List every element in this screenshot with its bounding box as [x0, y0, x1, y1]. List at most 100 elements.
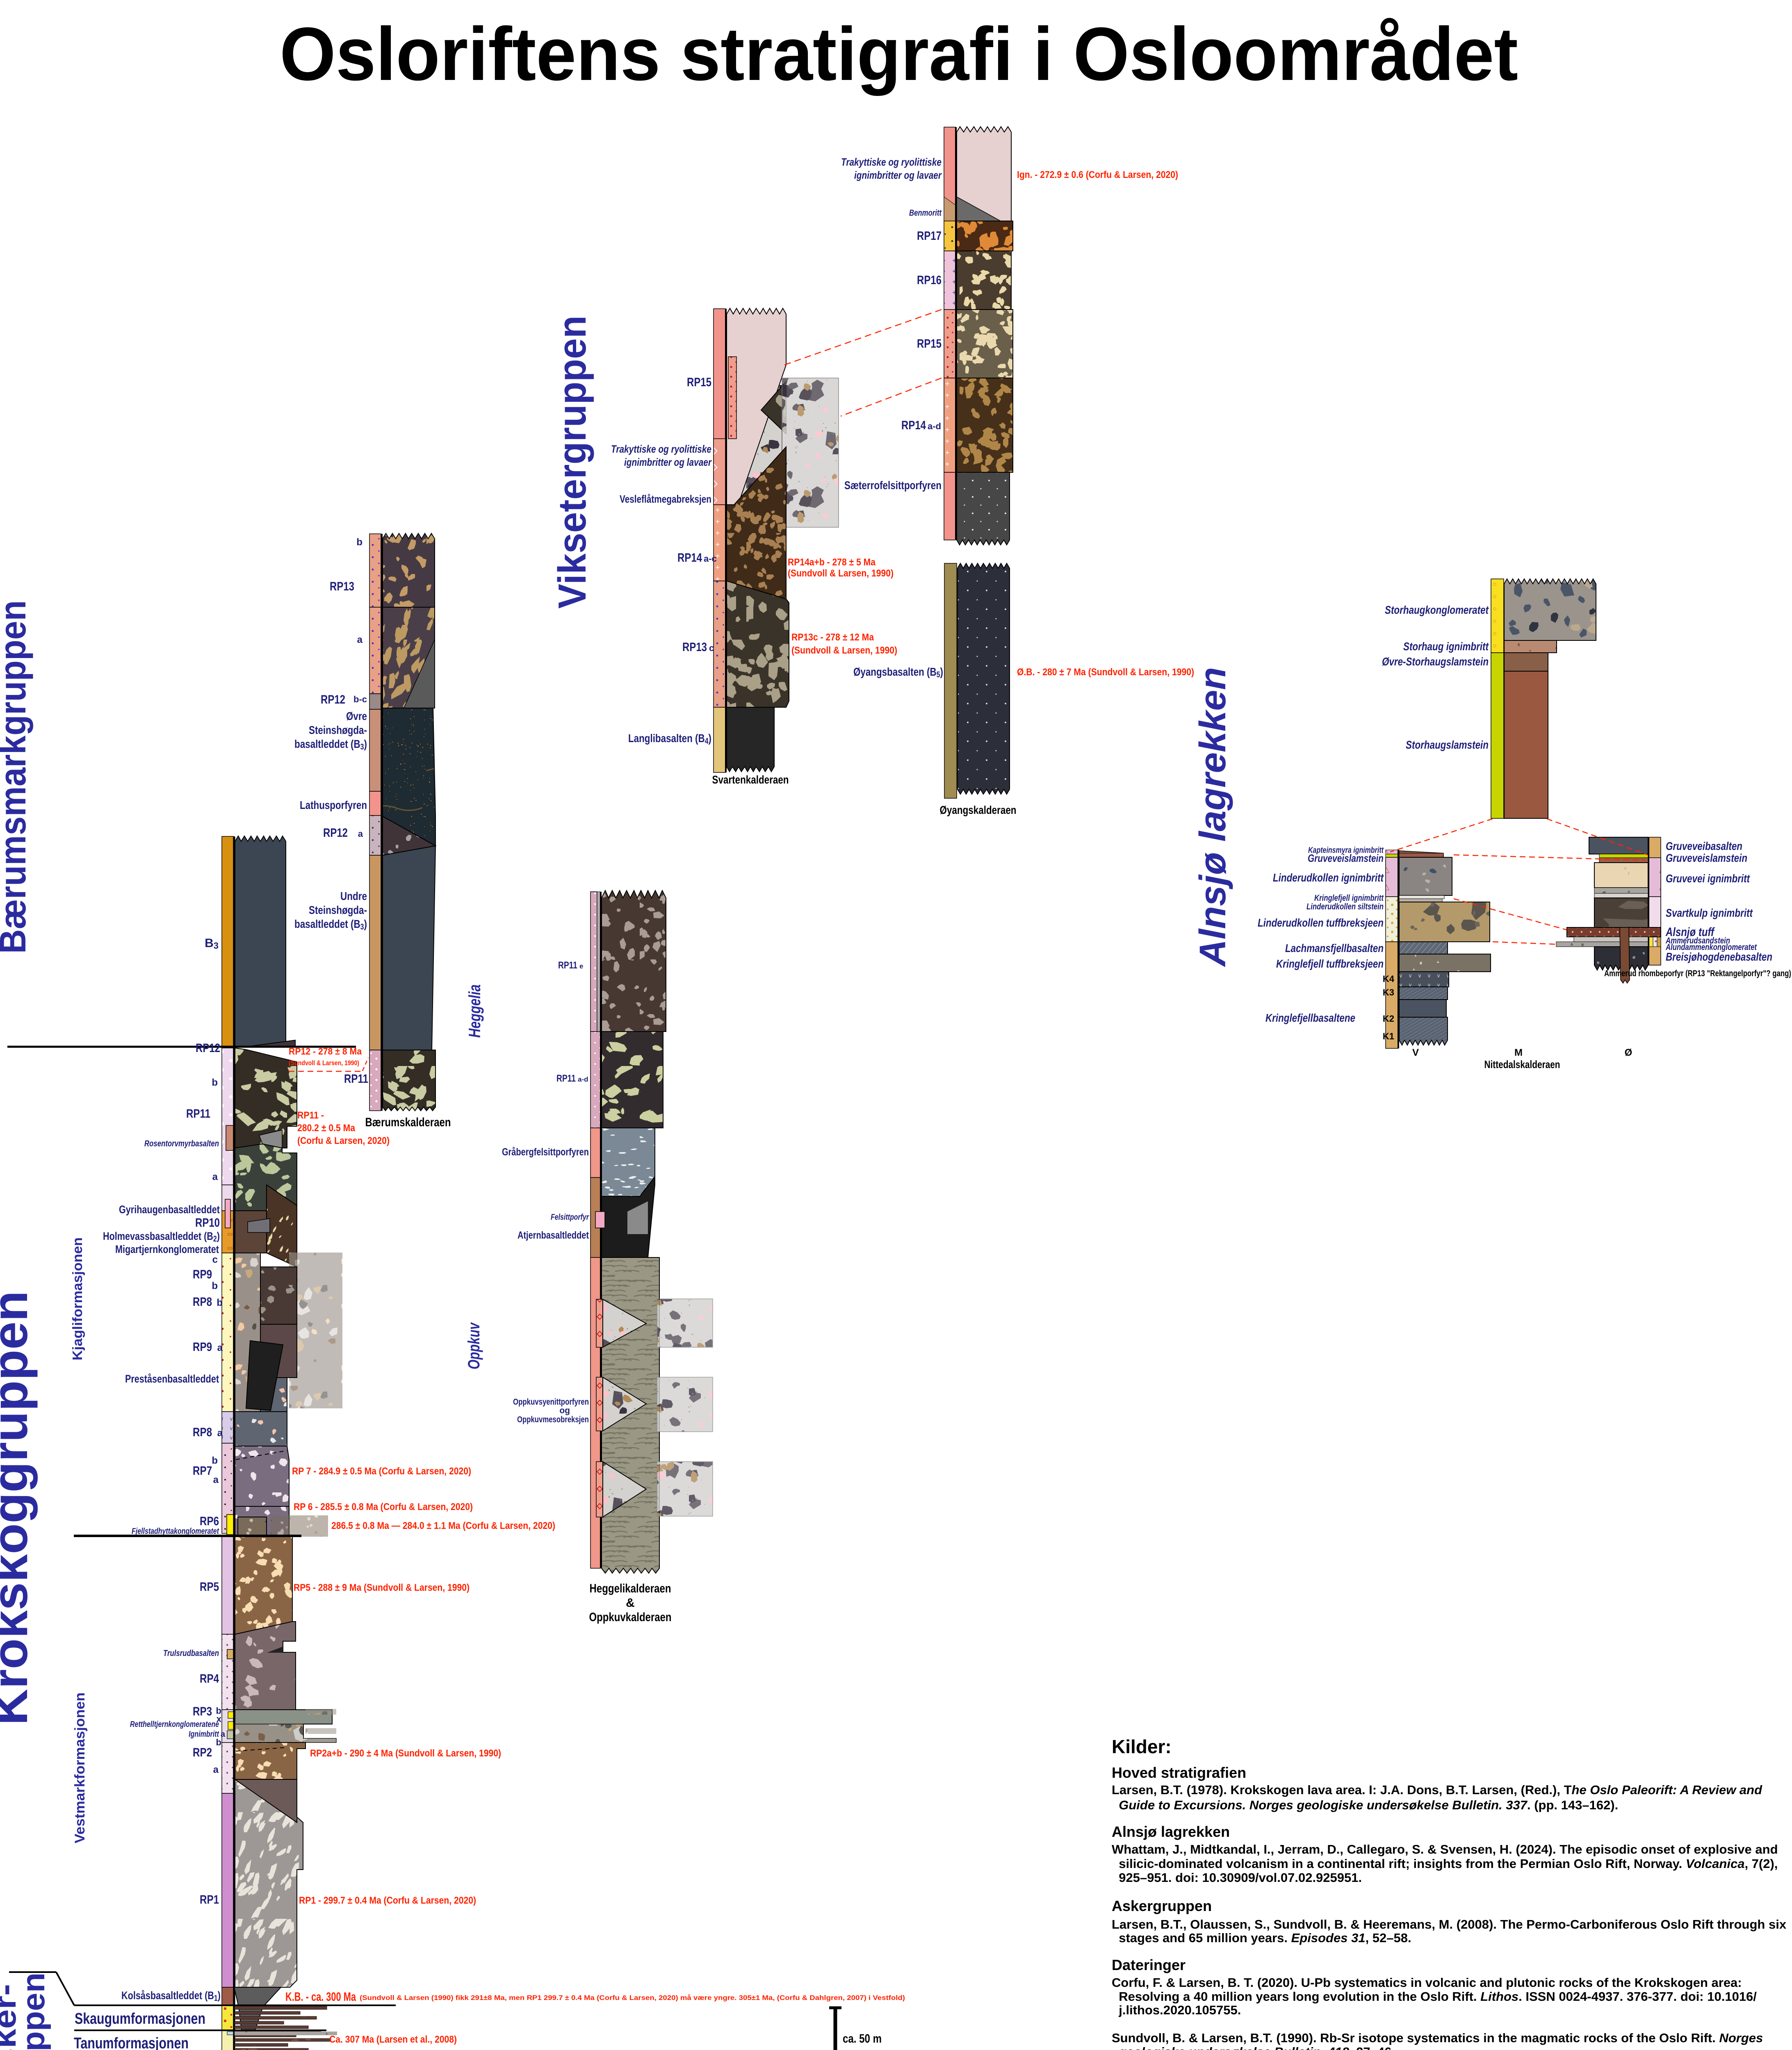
svg-text:RP12 - 278 ± 8 Ma: RP12 - 278 ± 8 Ma [289, 1046, 362, 1057]
svg-text:Svartkulp ignimbritt: Svartkulp ignimbritt [1666, 907, 1753, 919]
svg-text:280.2 ± 0.5 Ma: 280.2 ± 0.5 Ma [297, 1123, 356, 1134]
svg-text:Trakyttiske og ryolittiske: Trakyttiske og ryolittiske [611, 443, 711, 455]
svg-text:RP11: RP11 [556, 1073, 576, 1084]
svg-text:Gruveveislamstein: Gruveveislamstein [1666, 852, 1747, 864]
svg-text:x: x [217, 1714, 222, 1724]
svg-text:Alsnjø tuff: Alsnjø tuff [1665, 925, 1715, 939]
svg-text:Skaugumformasjonen: Skaugumformasjonen [75, 2010, 205, 2027]
svg-text:ignimbritter og lavaer: ignimbritter og lavaer [854, 169, 942, 181]
svg-text:gruppen: gruppen [15, 1973, 51, 2050]
svg-text:a: a [217, 1342, 223, 1353]
svg-text:RP9: RP9 [193, 1268, 212, 1281]
svg-text:Lathusporfyren: Lathusporfyren [300, 799, 367, 811]
svg-text:Nittedalskalderaen: Nittedalskalderaen [1484, 1058, 1560, 1071]
svg-text:RP13: RP13 [682, 640, 707, 654]
svg-text:Linderudkollen siltstein: Linderudkollen siltstein [1306, 902, 1384, 911]
svg-text:Undre: Undre [340, 890, 367, 902]
svg-text:Alundammenkonglomeratet: Alundammenkonglomeratet [1665, 943, 1757, 952]
svg-text:a: a [213, 1764, 219, 1775]
svg-text:b: b [217, 1297, 223, 1308]
svg-text:a: a [221, 1730, 226, 1739]
svg-text:RP8: RP8 [193, 1426, 212, 1439]
svg-text:basaltleddet (B3): basaltleddet (B3) [294, 918, 367, 932]
svg-text:RP13: RP13 [330, 580, 354, 593]
svg-text:RP8: RP8 [193, 1295, 212, 1309]
svg-text:a: a [213, 1474, 219, 1485]
svg-text:RP13c - 278 ± 12 Ma: RP13c - 278 ± 12 Ma [791, 632, 874, 643]
svg-text:c: c [212, 1254, 218, 1265]
svg-text:RP2a+b - 290 ± 4 Ma (Sundvoll: RP2a+b - 290 ± 4 Ma (Sundvoll & Larsen, … [310, 1748, 501, 1759]
svg-text:Preståsenbasaltleddet: Preståsenbasaltleddet [125, 1373, 219, 1385]
svg-text:Linderudkollen ignimbritt: Linderudkollen ignimbritt [1273, 871, 1384, 884]
svg-text:RP6: RP6 [200, 1515, 219, 1528]
svg-text:Krokskoggruppen: Krokskoggruppen [0, 1291, 38, 1725]
svg-text:a: a [217, 1428, 223, 1439]
svg-text:Migartjernkonglomeratet: Migartjernkonglomeratet [115, 1243, 219, 1255]
svg-text:Oppkuv: Oppkuv [465, 1322, 483, 1369]
svg-text:V: V [1412, 1047, 1419, 1058]
svg-text:Lachmansfjellbasalten: Lachmansfjellbasalten [1285, 942, 1384, 954]
svg-text:Rosentorvmyrbasalten: Rosentorvmyrbasalten [144, 1139, 219, 1148]
svg-text:Kringlefjell tuffbreksjeen: Kringlefjell tuffbreksjeen [1276, 957, 1384, 970]
svg-text:K1: K1 [1383, 1031, 1394, 1041]
svg-text:Svartenkalderaen: Svartenkalderaen [712, 773, 789, 786]
svg-text:Vesleflåtmegabreksjen: Vesleflåtmegabreksjen [620, 493, 711, 505]
svg-text:Storhaugkonglomeratet: Storhaugkonglomeratet [1385, 604, 1489, 616]
svg-text:B3: B3 [205, 936, 219, 951]
svg-text:RP14: RP14 [677, 551, 702, 565]
svg-text:b: b [212, 1077, 218, 1088]
svg-text:Breisjøhogdenebasalten: Breisjøhogdenebasalten [1666, 950, 1772, 963]
svg-text:basaltleddet (B3): basaltleddet (B3) [294, 738, 367, 752]
svg-text:Storhaug ignimbritt: Storhaug ignimbritt [1403, 640, 1489, 653]
svg-text:Kjagliformasjonen: Kjagliformasjonen [70, 1237, 85, 1360]
svg-text:Holmevassbasaltleddet (B2): Holmevassbasaltleddet (B2) [103, 1230, 220, 1244]
svg-text:RP11 -: RP11 - [297, 1110, 324, 1121]
svg-text:RP11: RP11 [344, 1072, 368, 1086]
svg-text:Felsittporfyr: Felsittporfyr [551, 1213, 589, 1222]
svg-text:og: og [559, 1406, 570, 1415]
svg-text:(Sundvoll & Larsen (1990) fikk: (Sundvoll & Larsen (1990) fikk 291±8 Ma,… [360, 1994, 905, 2002]
svg-text:Kolsåsbasaltleddet (B1): Kolsåsbasaltleddet (B1) [121, 1989, 221, 2003]
svg-text:RP 6 - 285.5 ± 0.8 Ma (Corfu &: RP 6 - 285.5 ± 0.8 Ma (Corfu & Larsen, 2… [294, 1501, 473, 1512]
svg-text:Øyangskalderaen: Øyangskalderaen [940, 804, 1017, 816]
svg-text:RP5: RP5 [200, 1580, 219, 1594]
svg-text:b: b [216, 1737, 221, 1747]
svg-text:RP 7 - 284.9 ± 0.5 Ma (Corfu &: RP 7 - 284.9 ± 0.5 Ma (Corfu & Larsen, 2… [292, 1466, 471, 1477]
svg-text:Storhaugslamstein: Storhaugslamstein [1406, 738, 1489, 751]
svg-text:Oppkuvkalderaen: Oppkuvkalderaen [589, 1610, 672, 1624]
svg-text:Benmoritt: Benmoritt [909, 208, 942, 218]
svg-text:Osloriftens stratigrafi i Oslo: Osloriftens stratigrafi i Osloområdet [280, 11, 1518, 96]
svg-text:Kringlefjellbasaltene: Kringlefjellbasaltene [1265, 1011, 1355, 1024]
svg-text:K4: K4 [1383, 974, 1395, 984]
svg-text:M: M [1514, 1047, 1523, 1058]
svg-text:Gruveveibasalten: Gruveveibasalten [1666, 840, 1742, 852]
svg-text:286.5 ± 0.8 Ma — 284.0 ± 1.1 M: 286.5 ± 0.8 Ma — 284.0 ± 1.1 Ma (Corfu &… [331, 1520, 555, 1531]
svg-text:Øyangsbasalten (B5): Øyangsbasalten (B5) [853, 665, 943, 679]
svg-text:b: b [216, 1706, 221, 1716]
svg-text:Heggelia: Heggelia [466, 984, 484, 1038]
svg-text:Trakyttiske og ryolittiske: Trakyttiske og ryolittiske [841, 156, 942, 168]
svg-text:RP1 - 299.7 ± 0.4 Ma (Corfu &: RP1 - 299.7 ± 0.4 Ma (Corfu & Larsen, 20… [299, 1895, 476, 1906]
svg-text:ignimbritter og lavaer: ignimbritter og lavaer [624, 456, 712, 468]
svg-text:RP5 - 288 ± 9 Ma (Sundvoll & L: RP5 - 288 ± 9 Ma (Sundvoll & Larsen, 199… [294, 1582, 470, 1593]
svg-text:Ø: Ø [1625, 1047, 1632, 1058]
svg-text:ca. 50 m: ca. 50 m [843, 2032, 882, 2045]
svg-text:Gruveveislamstein: Gruveveislamstein [1308, 852, 1384, 864]
svg-text:Heggelikalderaen: Heggelikalderaen [590, 1582, 671, 1595]
svg-text:Viksetergruppen: Viksetergruppen [550, 316, 594, 609]
svg-text:RP14: RP14 [901, 419, 926, 432]
svg-text:a: a [212, 1171, 218, 1182]
svg-text:Gråbergfelsittporfyren: Gråbergfelsittporfyren [502, 1146, 589, 1158]
svg-text:K3: K3 [1383, 987, 1394, 998]
svg-text:Bærumskalderaen: Bærumskalderaen [365, 1116, 451, 1129]
svg-text:Tanumformasjonen: Tanumformasjonen [74, 2035, 189, 2050]
svg-text:Sæterrofelsittporfyren: Sæterrofelsittporfyren [844, 479, 942, 492]
svg-text:e: e [579, 962, 583, 970]
svg-text:Vestmarkformasjonen: Vestmarkformasjonen [72, 1692, 88, 1843]
svg-text:RP10: RP10 [195, 1216, 220, 1230]
svg-text:a-c: a-c [704, 554, 717, 564]
svg-text:Oppkuvsyenittporfyren: Oppkuvsyenittporfyren [513, 1397, 589, 1407]
svg-text:Kringlefjell ignimbritt: Kringlefjell ignimbritt [1314, 893, 1384, 903]
svg-text:RP3: RP3 [193, 1705, 212, 1718]
svg-text:K.B. - ca. 300 Ma: K.B. - ca. 300 Ma [285, 1990, 356, 2004]
